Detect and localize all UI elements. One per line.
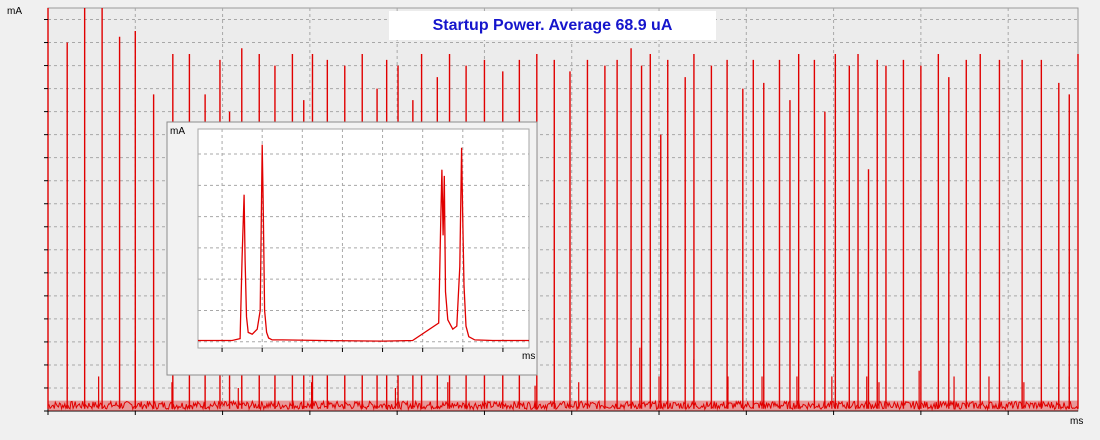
main-x-axis-label: ms bbox=[1070, 416, 1083, 427]
inset-gridlines bbox=[198, 129, 529, 348]
main-baseline-band bbox=[48, 400, 1078, 411]
inset-series-line bbox=[198, 144, 529, 342]
inset-series bbox=[198, 144, 529, 342]
inset-x-axis-label: ms bbox=[522, 351, 535, 362]
inset-y-axis-label: mA bbox=[170, 126, 185, 137]
main-ticks bbox=[44, 19, 1009, 415]
inset-ticks bbox=[221, 348, 504, 352]
inset-plot-area bbox=[197, 128, 530, 349]
inset-chart: mA ms bbox=[166, 121, 538, 376]
chart-title: Startup Power. Average 68.9 uA bbox=[432, 16, 673, 34]
chart-title-box: Startup Power. Average 68.9 uA bbox=[389, 11, 716, 40]
main-y-axis-label: mA bbox=[7, 6, 22, 17]
